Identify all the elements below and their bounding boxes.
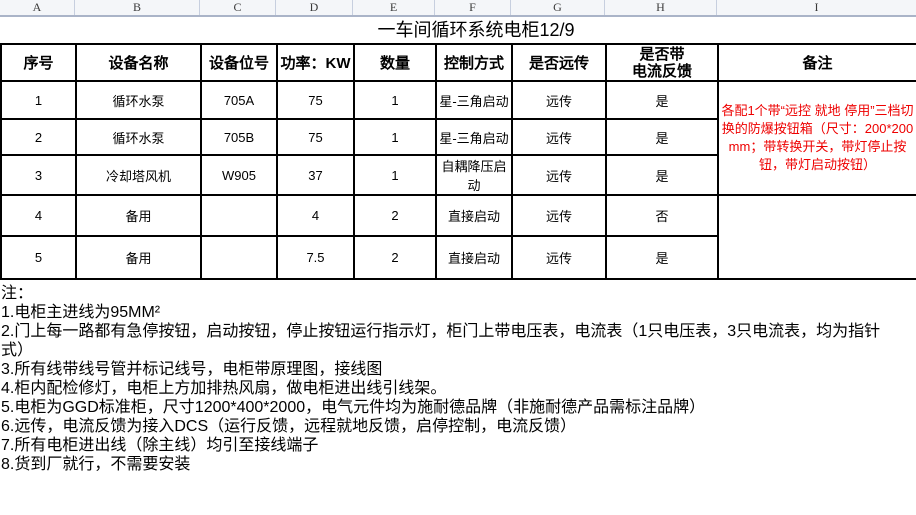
- cell-remote[interactable]: 远传: [511, 154, 607, 196]
- cell-feedback[interactable]: 否: [605, 194, 719, 237]
- table-row: 1 循环水泵 705A 75 1 星-三角启动 远传 是 各配1个带“远控 就地…: [0, 80, 916, 196]
- cell-feedback[interactable]: 是: [605, 80, 719, 120]
- cell-name[interactable]: 冷却塔风机: [75, 154, 202, 196]
- header-feedback[interactable]: 是否带 电流反馈: [605, 43, 719, 82]
- cell-qty[interactable]: 1: [353, 154, 437, 196]
- note-line-2[interactable]: 2.门上每一路都有急停按钮，启动按钮，停止按钮运行指示灯，柜门上带电压表，电流表…: [1, 323, 881, 359]
- column-header-strip: A B C D E F G H I: [0, 0, 916, 17]
- table-row: 3 冷却塔风机 W905 37 1 自耦降压启动 远传 是: [0, 154, 916, 196]
- table-row: 2 循环水泵 705B 75 1 星-三角启动 远传 是: [0, 118, 916, 156]
- column-header-a[interactable]: A: [0, 0, 75, 15]
- header-control[interactable]: 控制方式: [435, 43, 513, 82]
- note-line-8[interactable]: 8.货到厂就行，不需要安装: [1, 456, 191, 473]
- table-row: 5 备用 7.5 2 直接启动 远传 是: [0, 235, 916, 280]
- table-header-row: 序号 设备名称 设备位号 功率：KW 数量 控制方式 是否远传 是否带 电流反馈…: [0, 43, 916, 82]
- cell-name[interactable]: 备用: [75, 194, 202, 237]
- cell-seq[interactable]: 4: [0, 194, 77, 237]
- cell-control[interactable]: 直接启动: [435, 194, 513, 237]
- column-header-h[interactable]: H: [605, 0, 717, 15]
- cell-power[interactable]: 37: [276, 154, 355, 196]
- sheet-title[interactable]: 一车间循环系统电柜12/9: [377, 20, 575, 40]
- cell-control[interactable]: 星-三角启动: [435, 80, 513, 120]
- remark-cell-rows-4-5[interactable]: [717, 194, 916, 280]
- cell-power[interactable]: 7.5: [276, 235, 355, 280]
- cell-qty[interactable]: 2: [353, 194, 437, 237]
- column-header-c[interactable]: C: [200, 0, 276, 15]
- equipment-table: 序号 设备名称 设备位号 功率：KW 数量 控制方式 是否远传 是否带 电流反馈…: [0, 43, 916, 280]
- column-header-i[interactable]: I: [814, 0, 819, 14]
- cell-name[interactable]: 循环水泵: [75, 118, 202, 156]
- note-line-6[interactable]: 6.远传，电流反馈为接入DCS（运行反馈，远程就地反馈，启停控制，电流反馈）: [1, 418, 577, 435]
- cell-power[interactable]: 75: [276, 118, 355, 156]
- cell-seq[interactable]: 1: [0, 80, 77, 120]
- notes-label[interactable]: 注：: [1, 285, 34, 302]
- note-line-5[interactable]: 5.电柜为GGD标准柜，尺寸1200*400*2000，电气元件均为施耐德品牌（…: [1, 399, 706, 416]
- cell-qty[interactable]: 1: [353, 80, 437, 120]
- column-header-g[interactable]: G: [511, 0, 605, 15]
- cell-name[interactable]: 备用: [75, 235, 202, 280]
- cell-remote[interactable]: 远传: [511, 80, 607, 120]
- cell-tag[interactable]: [200, 235, 278, 280]
- note-line-1[interactable]: 1.电柜主进线为95MM²: [1, 304, 161, 321]
- header-name[interactable]: 设备名称: [75, 43, 202, 82]
- cell-tag[interactable]: [200, 194, 278, 237]
- column-header-b[interactable]: B: [75, 0, 200, 15]
- cell-seq[interactable]: 2: [0, 118, 77, 156]
- cell-remote[interactable]: 远传: [511, 118, 607, 156]
- header-remote[interactable]: 是否远传: [511, 43, 607, 82]
- header-seq[interactable]: 序号: [0, 43, 77, 82]
- cell-control[interactable]: 直接启动: [435, 235, 513, 280]
- cell-seq[interactable]: 3: [0, 154, 77, 196]
- header-qty[interactable]: 数量: [353, 43, 437, 82]
- cell-feedback[interactable]: 是: [605, 235, 719, 280]
- table-row: 4 备用 4 2 直接启动 远传 否: [0, 194, 916, 280]
- note-line-3[interactable]: 3.所有线带线号管并标记线号，电柜带原理图，接线图: [1, 361, 383, 378]
- cell-tag[interactable]: 705A: [200, 80, 278, 120]
- cell-tag[interactable]: W905: [200, 154, 278, 196]
- note-line-7[interactable]: 7.所有电柜进出线（除主线）均引至接线端子: [1, 437, 319, 454]
- cell-remote[interactable]: 远传: [511, 194, 607, 237]
- header-remark[interactable]: 备注: [717, 43, 916, 82]
- cell-control[interactable]: 星-三角启动: [435, 118, 513, 156]
- cell-control[interactable]: 自耦降压启动: [435, 154, 513, 196]
- cell-name[interactable]: 循环水泵: [75, 80, 202, 120]
- cell-feedback[interactable]: 是: [605, 154, 719, 196]
- cell-power[interactable]: 75: [276, 80, 355, 120]
- column-header-e[interactable]: E: [353, 0, 435, 15]
- cell-power[interactable]: 4: [276, 194, 355, 237]
- notes-block: 注： 1.电柜主进线为95MM² 2.门上每一路都有急停按钮，启动按钮，停止按钮…: [0, 280, 894, 474]
- note-line-4[interactable]: 4.柜内配检修灯，电柜上方加排热风扇，做电柜进出线引线架。: [1, 380, 447, 397]
- header-power[interactable]: 功率：KW: [276, 43, 355, 82]
- remark-cell-rows-1-3[interactable]: 各配1个带“远控 就地 停用”三档切换的防爆按钮箱（尺寸：200*200mm；带…: [717, 80, 916, 196]
- cell-qty[interactable]: 2: [353, 235, 437, 280]
- column-header-f[interactable]: F: [435, 0, 511, 15]
- cell-remote[interactable]: 远传: [511, 235, 607, 280]
- cell-qty[interactable]: 1: [353, 118, 437, 156]
- column-header-d[interactable]: D: [276, 0, 353, 15]
- cell-feedback[interactable]: 是: [605, 118, 719, 156]
- header-tag[interactable]: 设备位号: [200, 43, 278, 82]
- cell-tag[interactable]: 705B: [200, 118, 278, 156]
- cell-seq[interactable]: 5: [0, 235, 77, 280]
